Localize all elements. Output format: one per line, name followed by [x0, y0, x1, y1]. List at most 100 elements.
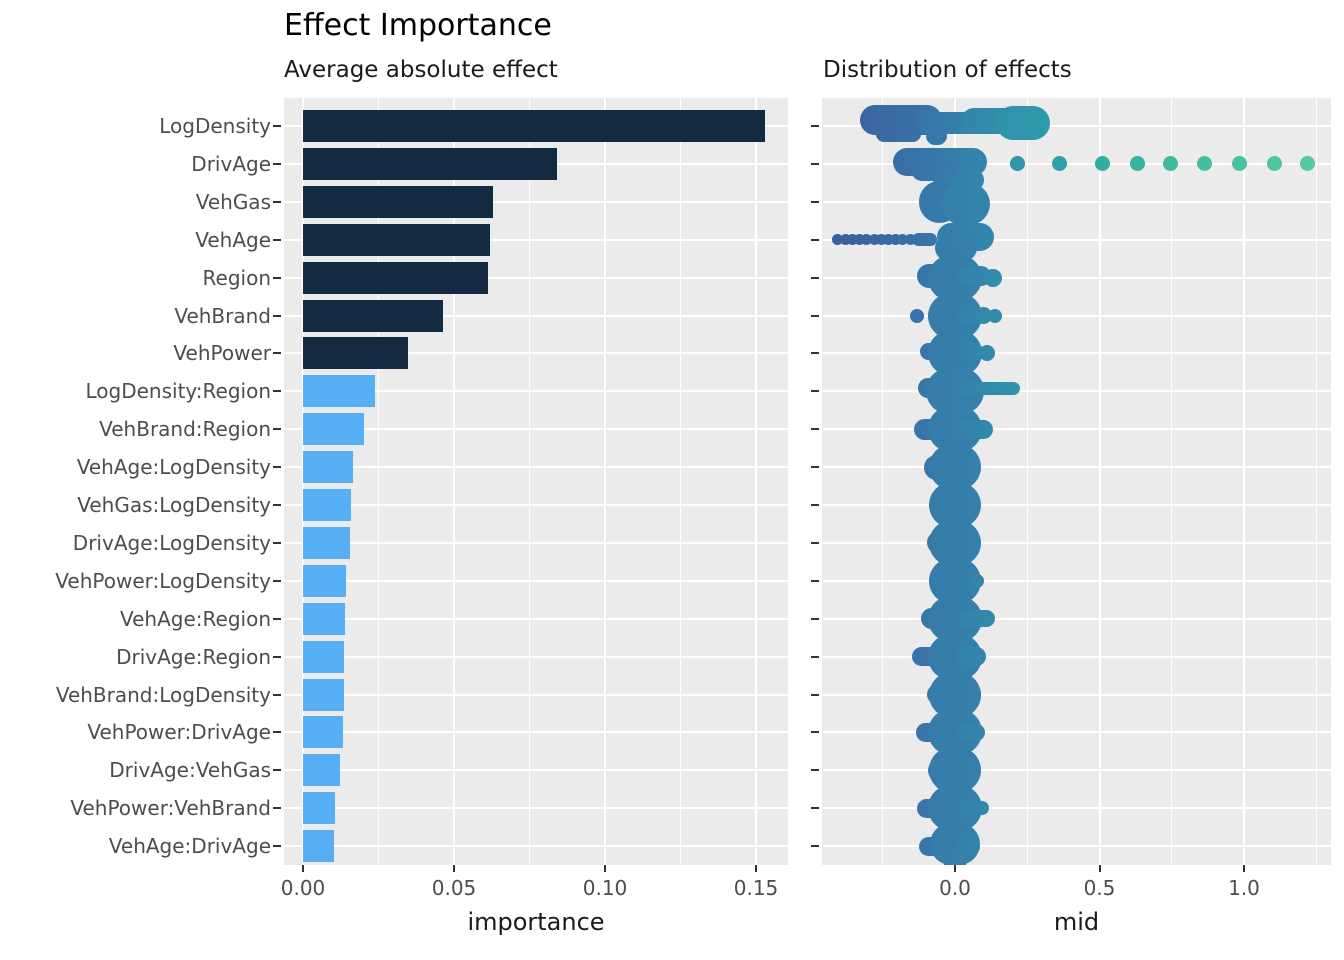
- x-tick-label: 0.00: [280, 876, 326, 900]
- gridline-row: [284, 238, 788, 241]
- gridline-major: [755, 98, 757, 865]
- y-axis-label: VehBrand:LogDensity: [55, 682, 271, 707]
- y-tick-left: [273, 428, 281, 431]
- gridline-row: [822, 617, 1331, 620]
- x-tick: [755, 865, 757, 872]
- bar: [303, 754, 340, 787]
- gridline-minor: [1315, 98, 1317, 865]
- y-tick-left: [273, 125, 281, 127]
- y-axis-label: VehAge:Region: [120, 606, 271, 631]
- bar: [303, 792, 336, 825]
- gridline-row: [822, 579, 1331, 582]
- x-tick: [302, 865, 304, 872]
- y-axis-label: VehPower:DrivAge: [87, 720, 271, 745]
- data-point: [1130, 156, 1146, 172]
- bar: [303, 602, 346, 635]
- data-point: [1163, 156, 1179, 172]
- y-tick-right: [811, 579, 819, 582]
- data-point: [1299, 156, 1315, 172]
- data-point: [883, 234, 895, 246]
- y-tick-left: [273, 466, 281, 469]
- bar: [303, 640, 345, 673]
- bar: [303, 299, 444, 332]
- y-tick-right: [811, 466, 819, 469]
- bar: [303, 489, 352, 521]
- data-point: [1266, 156, 1282, 172]
- x-tick-label: 0.10: [582, 876, 628, 900]
- gridline-row: [822, 352, 1331, 355]
- x-tick: [604, 865, 606, 872]
- gridline-row: [284, 693, 788, 696]
- data-point: [875, 234, 887, 246]
- gridline-major: [604, 98, 606, 865]
- bar: [303, 223, 491, 256]
- y-axis-label: VehPower:LogDensity: [55, 568, 271, 593]
- gridline-row: [284, 655, 788, 658]
- y-tick-left: [273, 731, 281, 734]
- data-point: [975, 801, 990, 816]
- y-tick-left: [273, 238, 281, 241]
- data-point: [897, 234, 909, 246]
- x-tick-label: 0.0: [939, 876, 971, 900]
- bar: [303, 110, 766, 142]
- data-point: [846, 234, 858, 246]
- y-tick-left: [273, 314, 281, 317]
- gridline-row: [284, 352, 788, 355]
- beeswarm-panel: [822, 98, 1331, 865]
- x-tick: [954, 865, 956, 872]
- y-axis-label: Region: [202, 265, 271, 290]
- y-tick-right: [811, 731, 819, 734]
- y-tick-right: [811, 125, 819, 127]
- gridline-row: [822, 428, 1331, 431]
- bar: [303, 147, 557, 180]
- y-tick-left: [273, 200, 281, 203]
- y-axis-label: LogDensity:Region: [85, 379, 271, 404]
- y-tick-left: [273, 390, 281, 393]
- y-tick-left: [273, 807, 281, 810]
- gridline-row: [822, 125, 1331, 127]
- bar: [303, 451, 353, 484]
- gridline-row: [284, 466, 788, 469]
- data-point: [1197, 156, 1213, 172]
- data-point: [987, 308, 1002, 323]
- gridline-row: [822, 314, 1331, 317]
- gridline-row: [284, 617, 788, 620]
- point-cluster: [956, 723, 985, 741]
- bar: [303, 678, 344, 711]
- gridline-minor: [529, 98, 530, 865]
- y-axis-label: VehPower: [173, 341, 271, 366]
- gridline-row: [284, 731, 788, 734]
- gridline-minor: [1026, 98, 1028, 865]
- gridline-row: [284, 314, 788, 317]
- y-tick-left: [273, 352, 281, 355]
- point-cluster: [955, 647, 986, 667]
- y-tick-right: [811, 314, 819, 317]
- bar: [303, 526, 351, 559]
- y-tick-left: [273, 541, 281, 544]
- y-axis-label: LogDensity: [159, 114, 271, 138]
- y-tick-left: [273, 655, 281, 658]
- y-tick-right: [811, 276, 819, 279]
- gridline-row: [284, 541, 788, 544]
- data-point: [1052, 156, 1068, 172]
- bar: [303, 413, 364, 446]
- x-tick-label: 1.0: [1228, 876, 1260, 900]
- gridline-row: [822, 807, 1331, 810]
- gridline-row: [822, 504, 1331, 506]
- y-tick-left: [273, 845, 281, 848]
- point-cluster: [958, 265, 991, 286]
- y-axis-label: VehAge: [195, 227, 271, 252]
- bar: [303, 564, 346, 597]
- right-x-axis-title: mid: [1053, 908, 1100, 936]
- gridline-row: [284, 428, 788, 431]
- gridline-row: [284, 276, 788, 279]
- y-tick-right: [811, 352, 819, 355]
- x-tick: [1098, 865, 1101, 872]
- chart-title: Effect Importance: [284, 8, 552, 43]
- y-axis-label: VehBrand:Region: [99, 417, 271, 442]
- y-tick-left: [273, 693, 281, 696]
- data-point: [839, 234, 851, 246]
- y-tick-right: [811, 428, 819, 431]
- y-axis-label: VehAge:DrivAge: [108, 834, 271, 859]
- data-point: [969, 573, 984, 588]
